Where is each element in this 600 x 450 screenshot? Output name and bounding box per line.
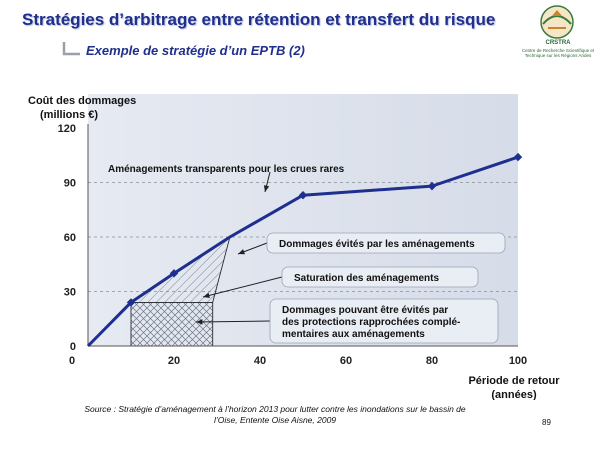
- data-point-marker-1: [169, 269, 179, 278]
- data-point-marker-2: [298, 191, 308, 200]
- annotation-text-3-line-1: des protections rapprochées complé-: [282, 317, 460, 328]
- source-note: Source : Stratégie d’aménagement à l’hor…: [40, 404, 510, 426]
- y-tick-label-0: 0: [70, 341, 76, 353]
- annotation-leader-3: [195, 320, 271, 323]
- x-tick-label-0: 0: [69, 355, 75, 367]
- x-axis-title-line-1: Période de retour: [468, 375, 560, 387]
- annotation-leader-2: [202, 276, 283, 298]
- data-point-marker-4: [513, 152, 523, 162]
- logo-caption: Centre de Recherche Scientifique et Tech…: [521, 48, 595, 58]
- annotation-text-3-line-2: mentaires aux aménagements: [282, 329, 425, 340]
- corner-arrow-icon: [62, 42, 80, 56]
- y-axis-title-line-2: (millions €): [40, 109, 98, 121]
- annotation-arrowhead-0: [263, 185, 270, 192]
- y-tick-label-90: 90: [64, 178, 76, 190]
- data-point-marker-0: [126, 298, 136, 307]
- annotation-box-3: [269, 298, 499, 344]
- annotation-arrowhead-2: [203, 292, 210, 299]
- y-tick-label-120: 120: [58, 123, 76, 135]
- source-line-1: Source : Stratégie d’aménagement à l’hor…: [84, 404, 466, 414]
- annotation-arrowhead-1: [238, 249, 245, 255]
- damage-cost-chart: Aménagements transparents pour les crues…: [28, 94, 560, 400]
- logo-acronym: CRSTRA: [545, 40, 571, 46]
- y-axis-title-line-1: Coût des dommages: [28, 95, 136, 107]
- x-tick-label-20: 20: [168, 355, 180, 367]
- annotation-box-2: [281, 266, 479, 288]
- slide-title: Stratégies d’arbitrage entre rétention e…: [22, 10, 496, 29]
- source-line-2: l’Oise, Entente Oise Aisne, 2009: [213, 415, 337, 425]
- y-tick-label-60: 60: [64, 232, 76, 244]
- shaded-region-cross-hatch: [130, 301, 214, 347]
- crstra-logo: [540, 5, 574, 39]
- slide-subtitle: Exemple de stratégie d’un EPTB (2): [86, 43, 305, 58]
- x-tick-label-80: 80: [426, 355, 438, 367]
- annotation-text-2-line-0: Saturation des aménagements: [294, 273, 439, 284]
- annotation-arrowhead-3: [196, 319, 203, 325]
- x-tick-label-40: 40: [254, 355, 266, 367]
- x-axis-title-line-2: (années): [491, 389, 537, 400]
- data-point-marker-3: [427, 181, 437, 191]
- annotation-text-0-line-0: Aménagements transparents pour les crues…: [108, 164, 345, 175]
- annotation-box-1: [266, 232, 506, 254]
- y-tick-label-30: 30: [64, 287, 76, 299]
- page-number: 89: [542, 418, 551, 427]
- x-tick-label-60: 60: [340, 355, 352, 367]
- annotation-text-3-line-0: Dommages pouvant être évités par: [282, 305, 448, 316]
- annotation-text-1-line-0: Dommages évités par les aménagements: [279, 239, 475, 250]
- x-tick-label-100: 100: [509, 355, 527, 367]
